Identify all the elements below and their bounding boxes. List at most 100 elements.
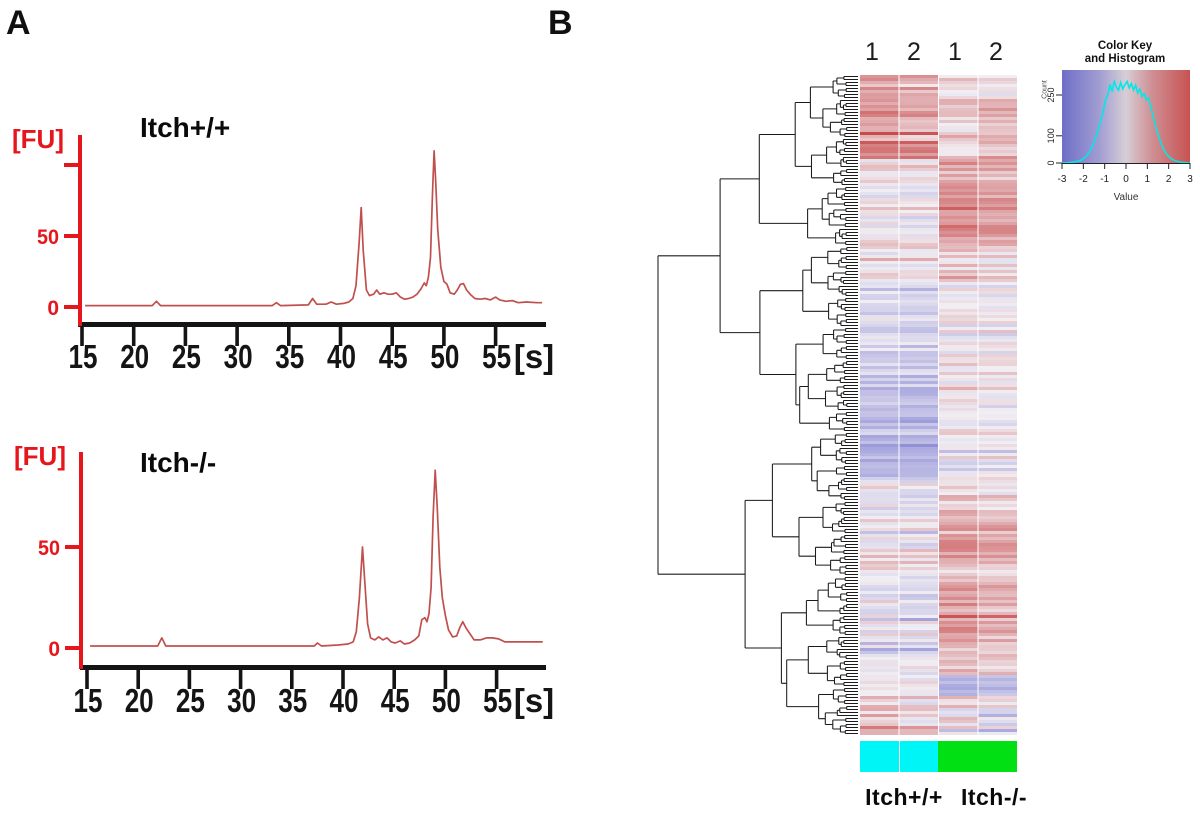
heatmap-cell <box>860 231 899 235</box>
heatmap-cell <box>939 291 978 295</box>
heatmap-cell <box>939 84 978 88</box>
heatmap-cell <box>860 474 899 478</box>
heatmap-cell <box>899 483 938 487</box>
heatmap-cell <box>978 687 1017 691</box>
heatmap-cell <box>860 402 899 406</box>
heatmap-cell <box>939 531 978 535</box>
panel-a-label: A <box>6 4 31 42</box>
heatmap-cell <box>939 633 978 637</box>
heatmap-cell <box>860 267 899 271</box>
heatmap-cell <box>978 477 1017 481</box>
heatmap-cell <box>860 345 899 349</box>
heatmap-cell <box>899 507 938 511</box>
heatmap-cell <box>899 561 938 565</box>
heatmap-cell <box>939 519 978 523</box>
heatmap-cell <box>939 729 978 733</box>
heatmap-cell <box>978 198 1017 202</box>
heatmap-cell <box>860 438 899 442</box>
heatmap-cell <box>899 696 938 700</box>
heatmap-cell <box>978 384 1017 388</box>
heatmap-cell <box>939 603 978 607</box>
heatmap-cell <box>899 459 938 463</box>
heatmap-cell <box>939 216 978 220</box>
heatmap-cell <box>899 177 938 181</box>
heatmap-cell <box>860 366 899 370</box>
heatmap-cell <box>978 435 1017 439</box>
heatmap-cell <box>978 162 1017 166</box>
heatmap-cell <box>860 306 899 310</box>
heatmap-cell <box>899 363 938 367</box>
heatmap-cell <box>978 489 1017 493</box>
heatmap-cell <box>978 531 1017 535</box>
heatmap-cell <box>978 699 1017 703</box>
heatmap-cell <box>860 168 899 172</box>
heatmap-cell <box>939 342 978 346</box>
heatmap-cell <box>860 261 899 265</box>
heatmap-cell <box>860 126 899 130</box>
heatmap-cell <box>860 468 899 472</box>
heatmap-cell <box>899 693 938 697</box>
heatmap-cell <box>939 573 978 577</box>
heatmap-cell <box>939 645 978 649</box>
heatmap-cell <box>978 570 1017 574</box>
heatmap-cell <box>860 693 899 697</box>
heatmap-cell <box>939 495 978 499</box>
heatmap-cell <box>939 408 978 412</box>
heatmap-cell <box>899 297 938 301</box>
heatmap-cell <box>860 498 899 502</box>
heatmap-cell <box>899 153 938 157</box>
heatmap-cell <box>939 90 978 94</box>
x-axis-line <box>80 665 546 670</box>
heatmap-cell <box>978 690 1017 694</box>
heatmap-cell <box>899 609 938 613</box>
heatmap-cell <box>978 663 1017 667</box>
heatmap-cell <box>899 621 938 625</box>
heatmap-cell <box>939 141 978 145</box>
heatmap-cell <box>860 108 899 112</box>
heatmap-cell <box>978 537 1017 541</box>
heatmap-cell <box>860 228 899 232</box>
heatmap-cell <box>939 486 978 490</box>
heatmap-cell <box>899 174 938 178</box>
heatmap-cell <box>860 543 899 547</box>
heatmap-cell <box>978 462 1017 466</box>
heatmap-cell <box>860 324 899 328</box>
heatmap-cell <box>899 84 938 88</box>
heatmap-cell <box>978 543 1017 547</box>
heatmap-cell <box>860 615 899 619</box>
heatmap-cell <box>899 468 938 472</box>
heatmap-cell <box>978 204 1017 208</box>
heatmap-cell <box>939 306 978 310</box>
heatmap-cell <box>899 330 938 334</box>
heatmap-cell <box>860 204 899 208</box>
heatmap-cell <box>899 105 938 109</box>
heatmap-cell <box>939 579 978 583</box>
heatmap-cell <box>860 333 899 337</box>
heatmap-cell <box>860 462 899 466</box>
heatmap-cell <box>860 411 899 415</box>
heatmap-cell <box>860 702 899 706</box>
heatmap-cell <box>939 276 978 280</box>
heatmap-cell <box>978 81 1017 85</box>
heatmap-cell <box>899 588 938 592</box>
heatmap-cell <box>899 624 938 628</box>
heatmap-cell <box>860 243 899 247</box>
heatmap-cell <box>899 633 938 637</box>
heatmap-cell <box>860 99 899 103</box>
heatmap-cell <box>899 252 938 256</box>
heatmap-cell <box>939 150 978 154</box>
heatmap-cell <box>978 147 1017 151</box>
heatmap-cell <box>860 414 899 418</box>
heatmap-cell <box>939 558 978 562</box>
color-key-histogram: -3 -2 -1 0 1 2 3 0 100 250 <box>1046 70 1193 185</box>
heatmap-cell <box>978 99 1017 103</box>
heatmap-cell <box>978 558 1017 562</box>
heatmap-cell <box>978 555 1017 559</box>
heatmap-cell <box>939 345 978 349</box>
heatmap-cell <box>899 192 938 196</box>
heatmap-cell <box>860 528 899 532</box>
heatmap-cell <box>899 708 938 712</box>
heatmap-cell <box>899 213 938 217</box>
heatmap-cell <box>860 387 899 391</box>
